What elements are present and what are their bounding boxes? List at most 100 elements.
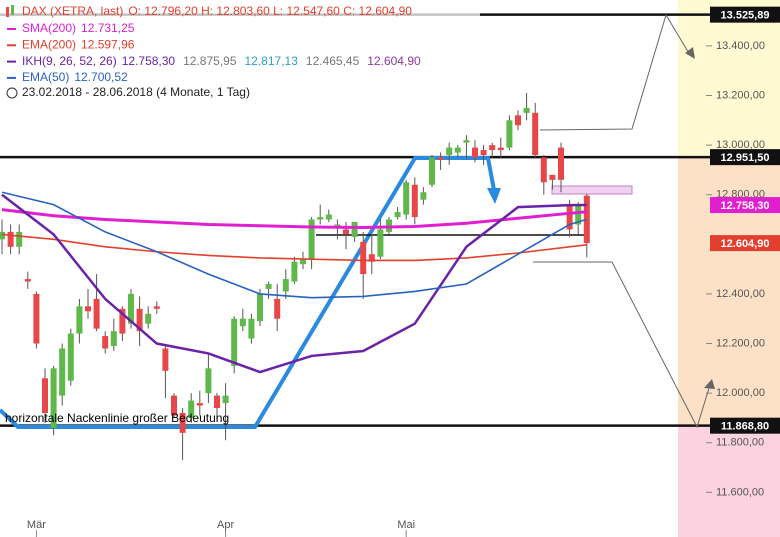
- candle-body: [523, 107, 530, 113]
- legend-value: 12.604,90: [367, 54, 421, 68]
- candle-body: [248, 318, 255, 339]
- clock-icon: [6, 87, 18, 99]
- y-tick-label: 12.000,00: [716, 387, 765, 399]
- candle-body: [368, 254, 375, 262]
- candle-body: [162, 348, 169, 371]
- candle-body: [24, 279, 31, 282]
- indicator-line: [1, 208, 587, 229]
- candle-body: [145, 313, 152, 324]
- candle-body: [446, 147, 453, 156]
- candle-body: [497, 147, 504, 151]
- price-tag-label: 12.951,50: [721, 152, 770, 164]
- arrow-head: [704, 379, 715, 389]
- candle-body: [59, 348, 66, 396]
- x-tick-label: Mär: [27, 519, 46, 531]
- price-tag-label: 12.604,90: [721, 238, 770, 250]
- candle-body: [188, 400, 195, 418]
- zone: [551, 185, 633, 195]
- band: [678, 0, 780, 158]
- candle-body: [420, 192, 427, 200]
- price-tag-label: 12.758,30: [721, 200, 770, 212]
- price-tag: [710, 149, 780, 166]
- candle-body: [454, 147, 461, 153]
- y-tick-label: 12.200,00: [716, 337, 765, 349]
- legend-value: 12.875,95: [183, 54, 237, 68]
- candle-body: [558, 147, 564, 180]
- candle-body: [291, 261, 298, 282]
- arrow-head: [487, 188, 501, 204]
- candle-body: [93, 298, 100, 329]
- price-tag-label: 11.868,80: [721, 421, 769, 433]
- candle-body: [136, 308, 143, 332]
- legend-value: 12.758,30: [122, 54, 176, 68]
- band: [678, 425, 780, 537]
- candle-body: [360, 241, 367, 275]
- candle-body: [429, 157, 435, 185]
- y-tick-label: 11.800,00: [716, 437, 764, 449]
- candle-body: [214, 395, 220, 409]
- price-tag: [710, 197, 780, 214]
- legend-value: 12.465,45: [306, 54, 360, 68]
- candle-body: [308, 219, 315, 260]
- icon: [11, 5, 14, 15]
- price-tag-label: 13.525,89: [721, 10, 770, 22]
- candle-body: [50, 368, 57, 428]
- candle-body: [506, 120, 513, 148]
- candle-body: [274, 298, 281, 319]
- candle-body: [67, 333, 74, 381]
- projection: [533, 261, 711, 429]
- candle-body: [343, 229, 349, 235]
- candle-body: [257, 293, 263, 322]
- candle-body: [394, 212, 401, 218]
- price-tag: [710, 417, 780, 434]
- legend-name: SMA(200): [22, 21, 76, 35]
- candle-body: [566, 204, 573, 230]
- candle-body: [239, 318, 246, 327]
- candle-body: [489, 145, 496, 151]
- candle-body: [265, 284, 272, 289]
- candle-body: [411, 184, 418, 218]
- candle-body: [325, 214, 332, 220]
- candle-body: [110, 331, 117, 347]
- candle-body: [7, 231, 14, 247]
- indicator-line: [1, 193, 587, 374]
- candle-body: [179, 412, 186, 433]
- candle-body: [351, 221, 358, 237]
- icon: [6, 7, 9, 17]
- candle-body: [575, 204, 582, 225]
- legend-value: 12.817,13: [245, 54, 299, 68]
- legend-value: 12.700,52: [74, 70, 128, 84]
- candle-body: [171, 395, 177, 416]
- y-tick-label: 11.600,00: [716, 486, 764, 498]
- legend-bg: [0, 0, 480, 102]
- candle-body: [515, 115, 521, 126]
- candle-body: [153, 306, 160, 309]
- trend-arrow: [0, 156, 496, 429]
- candle-body: [231, 318, 238, 366]
- candle-body: [76, 306, 83, 334]
- legend-name: EMA(50): [22, 70, 69, 84]
- candle-body: [377, 229, 384, 257]
- candle-body: [583, 195, 590, 244]
- candle-body: [480, 150, 487, 156]
- candle-body: [16, 231, 23, 247]
- candle-body: [472, 147, 478, 158]
- candle-body: [532, 112, 539, 156]
- candle-body: [196, 403, 203, 406]
- candle-body: [222, 395, 229, 404]
- price-tag: [710, 235, 780, 252]
- candle-body: [102, 336, 109, 349]
- y-tick-label: 13.200,00: [716, 89, 765, 101]
- y-tick-label: 12.400,00: [716, 288, 765, 300]
- candle-body: [549, 174, 556, 180]
- candle-body: [128, 293, 134, 324]
- projection: [539, 13, 691, 131]
- candle-body: [437, 157, 444, 160]
- price-tag: [710, 6, 780, 23]
- legend-name: IKH(9, 26, 52, 26): [22, 54, 117, 68]
- legend-value: 12.731,25: [81, 21, 135, 35]
- candle-body: [85, 306, 91, 312]
- candle-body: [119, 308, 126, 334]
- arrow-head: [685, 47, 695, 59]
